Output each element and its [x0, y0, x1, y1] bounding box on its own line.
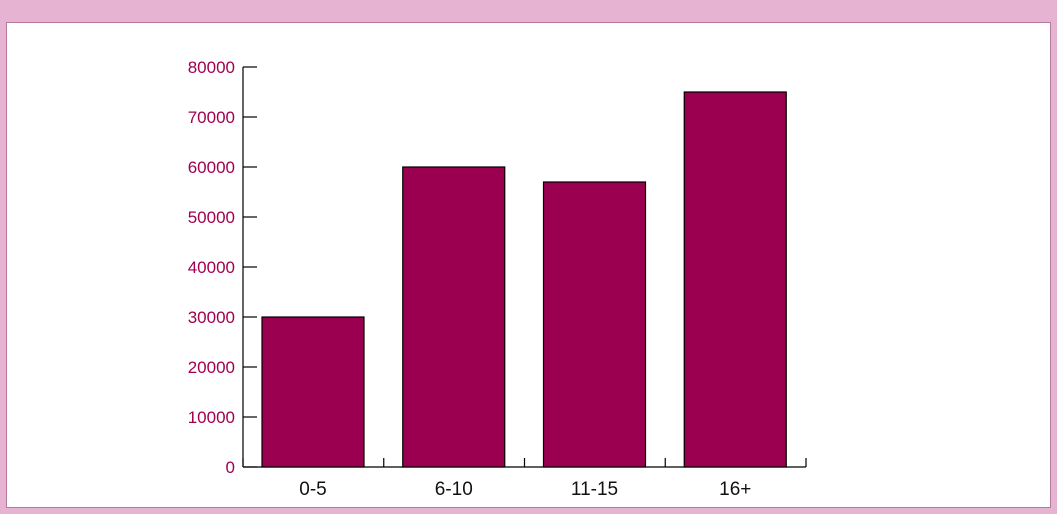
y-tick-label: 40000: [188, 258, 235, 277]
y-tick-label: 60000: [188, 158, 235, 177]
x-tick-labels: 0-5 6-10 11-15 16+: [299, 479, 751, 500]
y-tick-label: 50000: [188, 208, 235, 227]
x-tick-label: 6-10: [435, 479, 473, 500]
y-tick-label: 70000: [188, 108, 235, 127]
y-tick-label: 0: [226, 458, 235, 477]
chart-bars: [261, 91, 787, 468]
y-tick-label: 30000: [188, 308, 235, 327]
x-tick-label: 0-5: [299, 479, 326, 500]
y-tick-label: 10000: [188, 408, 235, 427]
x-tick-label: 16+: [719, 479, 751, 500]
bar-6-10: [402, 166, 506, 468]
y-tick-labels: 0 10000 20000 30000 40000 50000 60000 70000 8000…: [188, 58, 235, 477]
bar-11-15: [542, 181, 647, 468]
chart-frame: 0 10000 20000 30000 40000 50000 60000 70000 8000…: [6, 22, 1051, 508]
bar-0-5: [261, 316, 365, 468]
y-tick-label: 80000: [188, 58, 235, 77]
y-tick-label: 20000: [188, 358, 235, 377]
bar-chart: 0 10000 20000 30000 40000 50000 60000 70000 8000…: [188, 58, 807, 500]
bar-16+: [683, 91, 787, 468]
x-tick-label: 11-15: [571, 479, 618, 500]
